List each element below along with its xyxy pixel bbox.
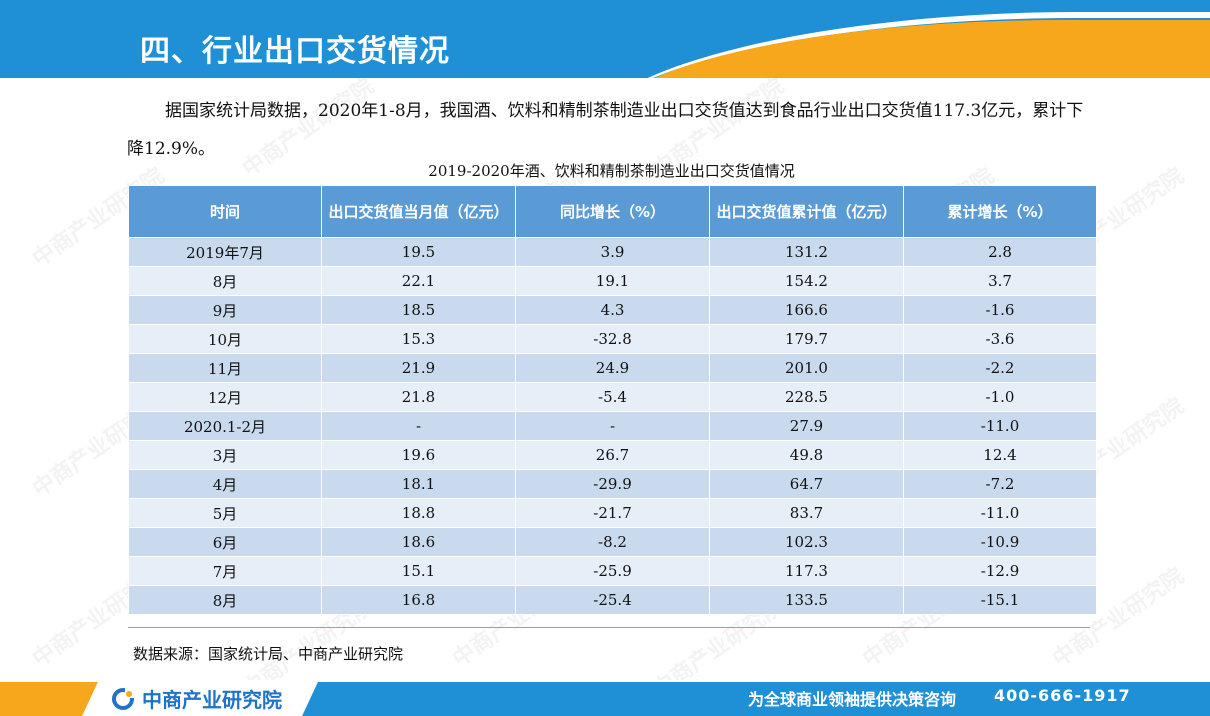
header-cell-monthly-value: 出口交货值当月值（亿元） [321,185,516,238]
intro-paragraph: 据国家统计局数据，2020年1-8月，我国酒、饮料和精制茶制造业出口交货值达到食… [127,101,1084,159]
cell-monthly-value: 19.5 [321,237,516,267]
cell-time: 5月 [128,498,322,528]
cell-monthly-value: 21.9 [321,353,516,383]
header-cell-cumulative-value: 出口交货值累计值（亿元） [709,185,904,238]
footer-phone: 400-666-1917 [994,686,1131,705]
cell-monthly-value: 22.1 [321,266,516,296]
cell-cumulative-growth: -11.0 [903,411,1097,441]
cell-cumulative-growth: -15.1 [903,585,1097,615]
cell-time: 3月 [128,440,322,470]
footer-slogan: 为全球商业领袖提供决策咨询 [748,690,957,709]
cell-time: 10月 [128,324,322,354]
cell-cumulative-growth: -7.2 [903,469,1097,499]
cell-cumulative-value: 166.6 [709,295,904,325]
table-row: 2020.1-2月 - -27.9 -11.0 [128,411,1097,441]
cell-monthly-value: 18.6 [321,527,516,557]
cell-yoy-growth: -29.9 [515,469,710,499]
cell-monthly-value: 16.8 [321,585,516,615]
company-logo: 中商产业研究院 [112,684,282,713]
cell-cumulative-growth: 12.4 [903,440,1097,470]
table-row: 2019年7月 19.5 3.9 131.2 2.8 [128,237,1097,267]
table-row: 12月 21.8 -5.4 228.5 -1.0 [128,382,1097,412]
cell-cumulative-value: 133.5 [709,585,904,615]
footer-banner: 中商产业研究院 为全球商业领袖提供决策咨询 400-666-1917 [0,680,1210,716]
cell-time: 8月 [128,585,322,615]
cell-monthly-value: 21.8 [321,382,516,412]
cell-time: 4月 [128,469,322,499]
cell-time: 9月 [128,295,322,325]
cell-time: 6月 [128,527,322,557]
cell-time: 2019年7月 [128,237,322,267]
table-row: 4月 18.1 -29.9 64.7 -7.2 [128,469,1097,499]
cell-yoy-growth: - [515,411,710,441]
header-cell-time: 时间 [128,185,322,238]
cell-time: 8月 [128,266,322,296]
cell-cumulative-value: 131.2 [709,237,904,267]
header-cell-cumulative-growth: 累计增长（%） [903,185,1097,238]
cell-monthly-value: 18.5 [321,295,516,325]
cell-time: 12月 [128,382,322,412]
table-row: 6月 18.6 -8.2 102.3 -10.9 [128,527,1097,557]
table-row: 10月 15.3 -32.8 179.7 -3.6 [128,324,1097,354]
cell-monthly-value: - [321,411,516,441]
table-row: 7月 15.1 -25.9 117.3 -12.9 [128,556,1097,586]
logo-text: 中商产业研究院 [142,688,282,712]
cell-yoy-growth: -8.2 [515,527,710,557]
cell-yoy-growth: 4.3 [515,295,710,325]
cell-monthly-value: 18.8 [321,498,516,528]
cell-cumulative-growth: -11.0 [903,498,1097,528]
cell-cumulative-value: 179.7 [709,324,904,354]
cell-cumulative-value: 83.7 [709,498,904,528]
page-title: 四、行业出口交货情况 [140,34,450,69]
table-header-row: 时间 出口交货值当月值（亿元） 同比增长（%） 出口交货值累计值（亿元） 累计增… [128,185,1097,238]
cell-yoy-growth: -5.4 [515,382,710,412]
cell-yoy-growth: -25.9 [515,556,710,586]
cell-monthly-value: 19.6 [321,440,516,470]
cell-cumulative-value: 201.0 [709,353,904,383]
cell-yoy-growth: -25.4 [515,585,710,615]
cell-cumulative-value: 154.2 [709,266,904,296]
table-row: 8月 16.8 -25.4 133.5 -15.1 [128,585,1097,615]
cell-cumulative-growth: -1.0 [903,382,1097,412]
data-source-note: 数据来源：国家统计局、中商产业研究院 [133,645,404,663]
cell-cumulative-growth: 3.7 [903,266,1097,296]
table-row: 5月 18.8 -21.7 83.7 -11.0 [128,498,1097,528]
cell-yoy-growth: -32.8 [515,324,710,354]
export-value-table: 时间 出口交货值当月值（亿元） 同比增长（%） 出口交货值累计值（亿元） 累计增… [128,185,1097,615]
header-cell-yoy-growth: 同比增长（%） [515,185,710,238]
cell-cumulative-value: 49.8 [709,440,904,470]
cell-monthly-value: 15.3 [321,324,516,354]
cell-time: 11月 [128,353,322,383]
cell-time: 2020.1-2月 [128,411,322,441]
cell-yoy-growth: 24.9 [515,353,710,383]
header-banner: 四、行业出口交货情况 [0,0,1210,78]
footer-orange-stripe [0,682,98,716]
cell-monthly-value: 15.1 [321,556,516,586]
cell-cumulative-growth: -3.6 [903,324,1097,354]
table-caption: 2019-2020年酒、饮料和精制茶制造业出口交货值情况 [428,162,795,180]
table-row: 11月 21.9 24.9 201.0 -2.2 [128,353,1097,383]
cell-monthly-value: 18.1 [321,469,516,499]
bottom-divider [128,627,1090,628]
cell-cumulative-value: 27.9 [709,411,904,441]
logo-mark-icon [112,687,134,710]
cell-yoy-growth: 26.7 [515,440,710,470]
cell-yoy-growth: -21.7 [515,498,710,528]
cell-cumulative-growth: -1.6 [903,295,1097,325]
cell-cumulative-growth: -2.2 [903,353,1097,383]
header-orange-swoosh [600,20,1210,78]
cell-yoy-growth: 3.9 [515,237,710,267]
table-row: 9月 18.5 4.3 166.6 -1.6 [128,295,1097,325]
cell-cumulative-value: 102.3 [709,527,904,557]
cell-cumulative-value: 64.7 [709,469,904,499]
cell-cumulative-growth: -12.9 [903,556,1097,586]
table-row: 8月 22.1 19.1 154.2 3.7 [128,266,1097,296]
cell-cumulative-growth: -10.9 [903,527,1097,557]
cell-time: 7月 [128,556,322,586]
cell-cumulative-value: 117.3 [709,556,904,586]
cell-cumulative-growth: 2.8 [903,237,1097,267]
table-row: 3月 19.6 26.7 49.8 12.4 [128,440,1097,470]
cell-cumulative-value: 228.5 [709,382,904,412]
cell-yoy-growth: 19.1 [515,266,710,296]
